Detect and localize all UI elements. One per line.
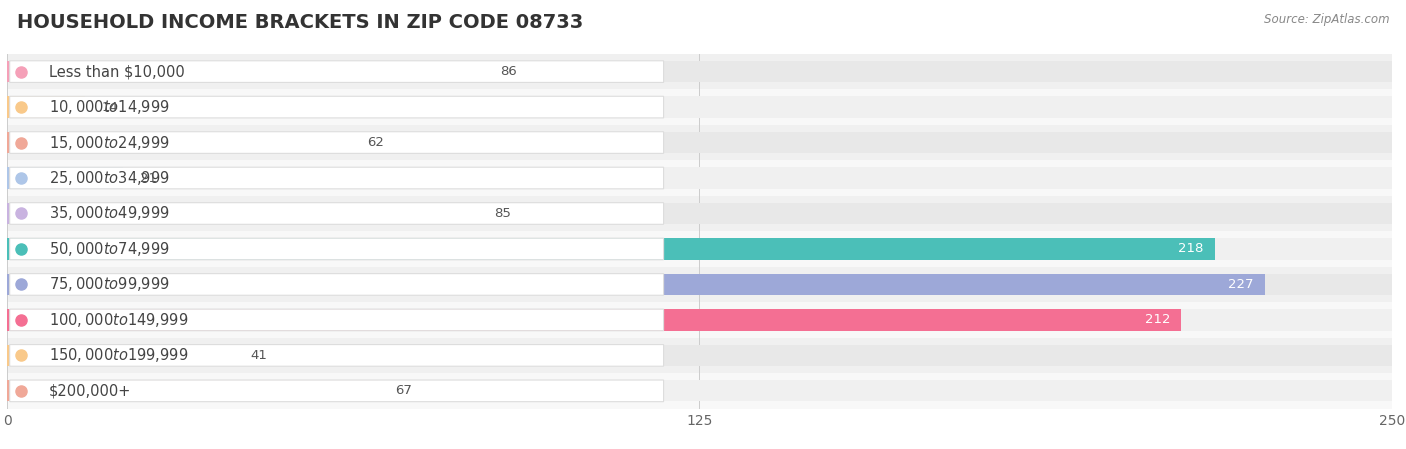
Text: 41: 41 (250, 349, 267, 362)
Text: $75,000 to $99,999: $75,000 to $99,999 (49, 275, 169, 294)
Text: 14: 14 (101, 101, 118, 114)
FancyBboxPatch shape (10, 96, 664, 118)
Bar (7, 97, 84, 118)
Text: 67: 67 (395, 384, 412, 397)
Text: $100,000 to $149,999: $100,000 to $149,999 (49, 311, 188, 329)
Bar (7, 345, 235, 366)
Bar (7, 302, 1392, 338)
Text: 62: 62 (367, 136, 384, 149)
Text: 218: 218 (1178, 242, 1204, 255)
Text: 86: 86 (501, 65, 517, 78)
Text: 212: 212 (1144, 313, 1170, 326)
Text: $15,000 to $24,999: $15,000 to $24,999 (49, 133, 169, 152)
FancyBboxPatch shape (10, 167, 664, 189)
Bar (7, 267, 1392, 302)
Text: $150,000 to $199,999: $150,000 to $199,999 (49, 346, 188, 365)
Bar (7, 274, 1264, 295)
FancyBboxPatch shape (10, 61, 664, 83)
Bar (7, 238, 1392, 260)
FancyBboxPatch shape (10, 309, 664, 331)
Bar (7, 97, 1392, 118)
Bar (7, 167, 1392, 189)
Text: HOUSEHOLD INCOME BRACKETS IN ZIP CODE 08733: HOUSEHOLD INCOME BRACKETS IN ZIP CODE 08… (17, 13, 583, 32)
Bar (7, 167, 124, 189)
Bar (7, 380, 378, 401)
FancyBboxPatch shape (10, 380, 664, 402)
FancyBboxPatch shape (10, 202, 664, 224)
Bar (7, 61, 1392, 82)
Bar (7, 196, 1392, 231)
Bar (7, 380, 1392, 401)
Bar (7, 309, 1392, 330)
FancyBboxPatch shape (10, 132, 664, 154)
Text: $50,000 to $74,999: $50,000 to $74,999 (49, 240, 169, 258)
Bar (7, 54, 1392, 89)
Bar (7, 132, 1392, 153)
Text: $200,000+: $200,000+ (49, 383, 131, 398)
FancyBboxPatch shape (10, 238, 664, 260)
Bar (7, 231, 1392, 267)
Bar (7, 373, 1392, 409)
Bar (7, 238, 1215, 260)
Bar (7, 203, 1392, 224)
Text: $10,000 to $14,999: $10,000 to $14,999 (49, 98, 169, 116)
Bar (7, 274, 1392, 295)
Text: 227: 227 (1227, 278, 1254, 291)
Bar (7, 89, 1392, 125)
Bar (7, 61, 484, 82)
Text: $35,000 to $49,999: $35,000 to $49,999 (49, 204, 169, 223)
Bar (7, 160, 1392, 196)
Text: 85: 85 (495, 207, 512, 220)
Bar (7, 132, 350, 153)
FancyBboxPatch shape (10, 273, 664, 295)
Text: Less than $10,000: Less than $10,000 (49, 64, 184, 79)
Bar (7, 203, 478, 224)
Text: $25,000 to $34,999: $25,000 to $34,999 (49, 169, 169, 187)
Bar (7, 338, 1392, 373)
FancyBboxPatch shape (10, 344, 664, 366)
Bar (7, 345, 1392, 366)
Bar (7, 125, 1392, 160)
Text: Source: ZipAtlas.com: Source: ZipAtlas.com (1264, 13, 1389, 26)
Text: 21: 21 (141, 172, 157, 185)
Bar (7, 309, 1181, 330)
